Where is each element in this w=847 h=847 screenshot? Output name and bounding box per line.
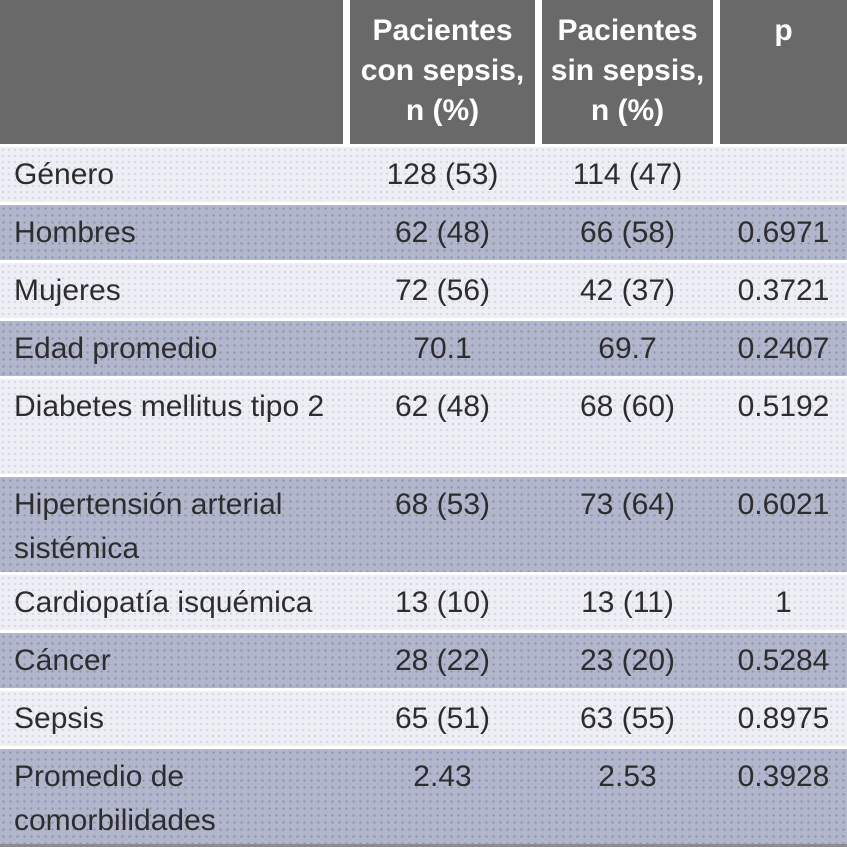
sin-sepsis-value: 73 (64): [579, 488, 676, 521]
p-value: 0.5192: [737, 390, 830, 423]
table-row-mujeres: Mujeres 72 (56) 42 (37) 0.3721: [0, 263, 847, 318]
con-sepsis-value: 65 (51): [394, 702, 491, 735]
sin-sepsis-value: 114 (47): [572, 158, 683, 191]
con-sepsis-value: 62 (48): [394, 390, 491, 423]
row-label: Promedio de comorbilidades: [14, 760, 216, 837]
row-label: Cáncer: [14, 644, 111, 677]
table-row-edad-promedio: Edad promedio 70.1 69.7 0.2407: [0, 321, 847, 376]
con-sepsis-value: 28 (22): [394, 644, 491, 677]
con-sepsis-value: 72 (56): [394, 274, 491, 307]
sin-sepsis-value: 69.7: [598, 332, 657, 365]
table-row-promedio-comorbilidades: Promedio de comorbilidades 2.43 2.53 0.3…: [0, 749, 847, 844]
p-value: [720, 147, 847, 202]
con-sepsis-value: 2.43: [413, 760, 472, 793]
row-label: Edad promedio: [14, 332, 218, 365]
con-sepsis-value: 13 (10): [394, 586, 491, 619]
p-value: 0.5284: [737, 644, 830, 677]
p-value: 0.8975: [737, 702, 830, 735]
sin-sepsis-value: 13 (11): [581, 586, 674, 619]
table-row-genero: Género 128 (53) 114 (47): [0, 147, 847, 202]
sin-sepsis-value: 42 (37): [579, 274, 676, 307]
table-row-hombres: Hombres 62 (48) 66 (58) 0.6971: [0, 205, 847, 260]
header-cell-empty: [0, 0, 343, 144]
con-sepsis-value: 70.1: [413, 332, 472, 365]
table-row-sepsis: Sepsis 65 (51) 63 (55) 0.8975: [0, 691, 847, 746]
sin-sepsis-value: 63 (55): [579, 702, 676, 735]
row-label: Hipertensión arterial sistémica: [14, 488, 283, 565]
row-label: Sepsis: [14, 702, 105, 735]
con-sepsis-value: 68 (53): [394, 488, 491, 521]
sin-sepsis-value: 68 (60): [579, 390, 676, 423]
p-value: 0.6971: [737, 216, 830, 249]
row-label: Mujeres: [14, 274, 121, 307]
row-label: Hombres: [14, 216, 136, 249]
sin-sepsis-value: 66 (58): [579, 216, 676, 249]
p-value: 1: [775, 586, 792, 619]
row-label: Diabetes mellitus tipo 2: [14, 390, 325, 423]
row-label: Cardiopatía isquémica: [14, 586, 313, 619]
row-label: Género: [14, 158, 115, 191]
header-cell-p-value: p: [720, 0, 847, 144]
header-cell-con-sepsis: Pacientes con sepsis, n (%): [350, 0, 535, 144]
con-sepsis-value: 62 (48): [394, 216, 491, 249]
p-value: 0.3928: [737, 760, 830, 793]
p-value: 0.2407: [737, 332, 830, 365]
header-cell-sin-sepsis: Pacientes sin sepsis, n (%): [542, 0, 713, 144]
sin-sepsis-value: 2.53: [598, 760, 657, 793]
con-sepsis-value: 128 (53): [386, 158, 499, 191]
table-row-hipertension: Hipertensión arterial sistémica 68 (53) …: [0, 477, 847, 572]
table-row-cardiopatia: Cardiopatía isquémica 13 (10) 13 (11) 1: [0, 575, 847, 630]
table-row-diabetes: Diabetes mellitus tipo 2 62 (48) 68 (60)…: [0, 379, 847, 474]
table-row-cancer: Cáncer 28 (22) 23 (20) 0.5284: [0, 633, 847, 688]
p-value: 0.6021: [737, 488, 830, 521]
p-value: 0.3721: [737, 274, 830, 307]
header-row: Pacientes con sepsis, n (%) Pacientes si…: [0, 0, 847, 144]
sin-sepsis-value: 23 (20): [579, 644, 676, 677]
